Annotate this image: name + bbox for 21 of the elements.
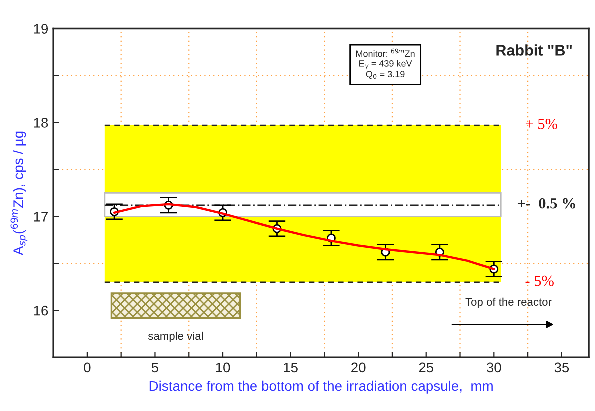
y-tick-label: 16	[34, 306, 48, 316]
x-tick-label: 0	[84, 362, 91, 373]
annotation: - 5%	[526, 276, 554, 286]
x-tick-label: 20	[352, 362, 366, 373]
x-tick-label: 10	[216, 362, 230, 373]
y-tick-label: 18	[34, 118, 48, 128]
y-tick-label: 17	[34, 212, 48, 222]
x-tick-label: 5	[152, 362, 159, 373]
x-tick-label: 15	[284, 362, 298, 373]
x-tick-label: 25	[419, 362, 434, 373]
annotation: + 5%	[526, 119, 558, 130]
text: Monitor: $^{69m}$Zn E$_{γ}$ = 439 keV Q$_{0}$ = 3.19	[356, 48, 415, 80]
x-axis-title: Distance from the bottom of the irradiation capsule, mm	[150, 380, 493, 394]
annotation: sample vial	[148, 332, 204, 342]
annotation: Top of the reactor	[466, 298, 552, 308]
annotation: Rabbit "B"	[496, 44, 572, 56]
x-tick-label: 35	[554, 362, 570, 373]
y-axis-title: A$_{sp}$($^{69m}$Zn), cps / µg	[10, 132, 28, 256]
band-label: +- 0.5 %	[518, 198, 576, 209]
y-tick-label: 19	[34, 24, 48, 34]
x-tick-label: 30	[486, 362, 502, 373]
